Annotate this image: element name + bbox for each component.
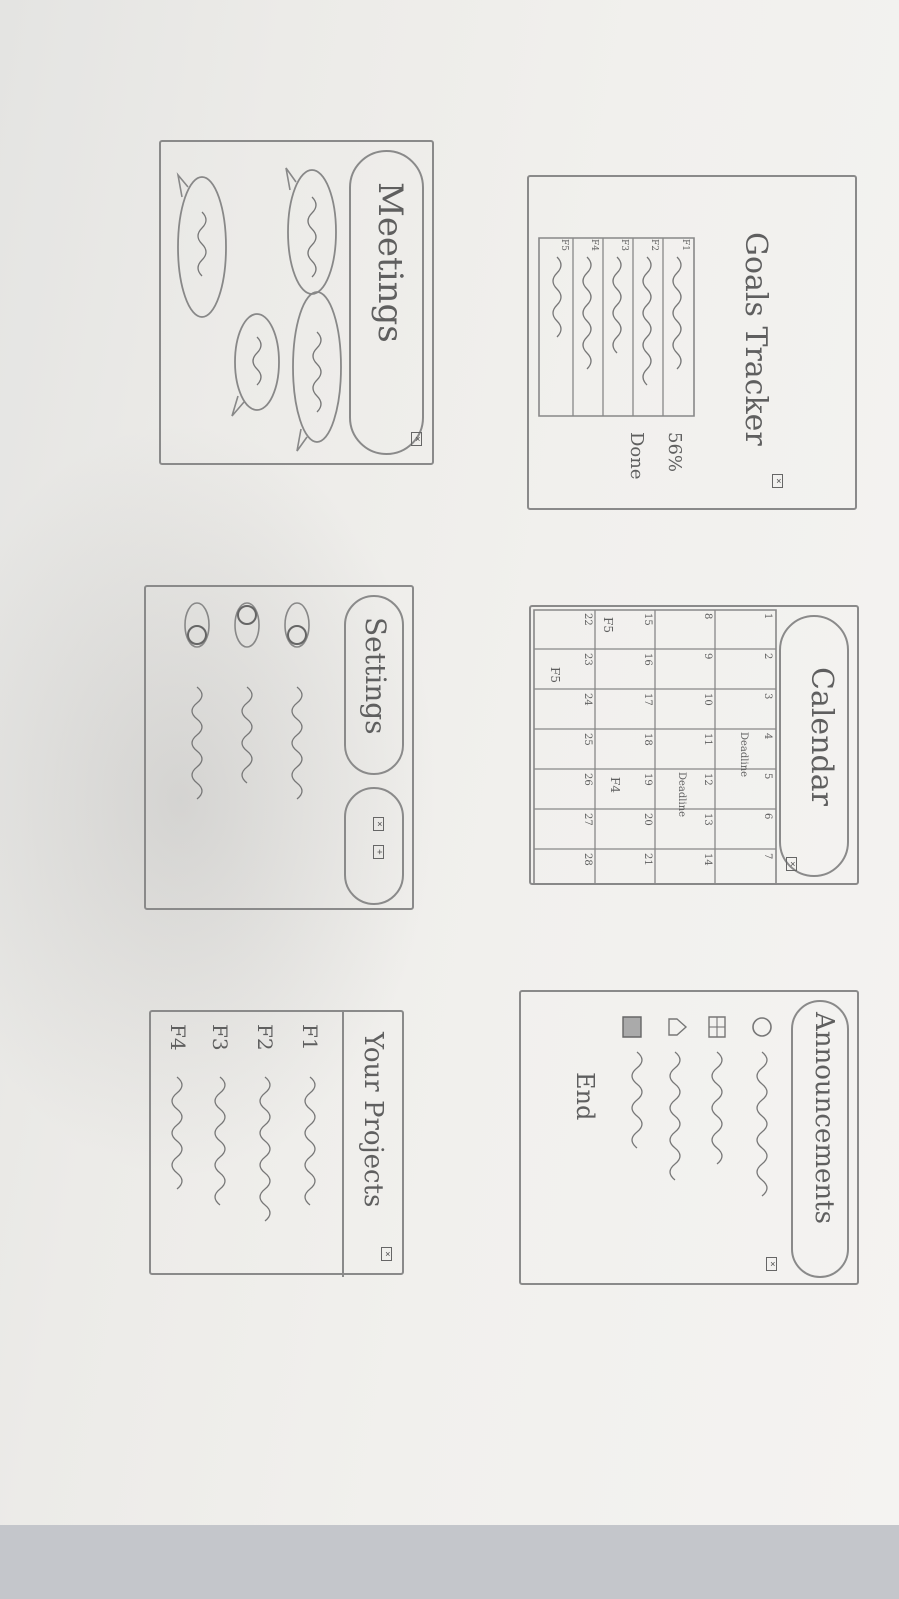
meetings-frame: × Meetings — [159, 140, 434, 465]
chat-bubbles — [162, 142, 352, 467]
desk-surface — [0, 1525, 899, 1599]
goal-row-label: F2 — [649, 239, 659, 251]
settings-title: Settings — [359, 617, 392, 735]
close-icon[interactable]: × — [381, 1247, 392, 1261]
goal-row-label: F4 — [589, 239, 599, 251]
announcements-title: Announcements — [809, 1012, 839, 1224]
goal-row-label: F1 — [680, 239, 690, 251]
calendar-day[interactable]: 5 — [762, 773, 773, 780]
close-icon[interactable]: × — [373, 817, 384, 831]
calendar-day[interactable]: 20 — [642, 813, 653, 826]
goals-tracker-title: Goals Tracker — [738, 232, 773, 446]
projects-title: Your Projects — [358, 1032, 388, 1208]
projects-divider — [342, 1012, 344, 1277]
calendar-f4: F4 — [608, 777, 622, 793]
calendar-day[interactable]: 3 — [762, 693, 773, 700]
calendar-day[interactable]: 10 — [702, 693, 713, 706]
calendar-day[interactable]: 23 — [582, 653, 593, 666]
project-item[interactable]: F2 — [253, 1024, 277, 1051]
calendar-day[interactable]: 13 — [702, 813, 713, 826]
announcements-frame: × Announcements End — [519, 990, 859, 1285]
calendar-day[interactable]: 27 — [582, 813, 593, 826]
calendar-f5: F5 — [601, 617, 615, 633]
project-item[interactable]: F4 — [166, 1024, 190, 1051]
goals-tracker-frame: × Goals Tracker 56% Done F1 F2 F3 F4 F5 — [527, 175, 857, 510]
close-icon[interactable]: × — [786, 857, 797, 871]
expand-icon[interactable]: + — [373, 845, 384, 859]
calendar-day[interactable]: 21 — [642, 853, 653, 866]
projects-frame: × Your Projects F1 F2 F3 F4 — [149, 1010, 404, 1277]
calendar-grid — [532, 609, 777, 885]
calendar-day[interactable]: 9 — [702, 653, 713, 660]
calendar-day[interactable]: 28 — [582, 853, 593, 866]
goal-row-label: F5 — [559, 239, 569, 251]
calendar-day[interactable]: 26 — [582, 773, 593, 786]
goal-row-label: F3 — [619, 239, 629, 251]
calendar-day[interactable]: 7 — [762, 853, 773, 860]
settings-frame: Settings × + — [144, 585, 414, 910]
goals-progress-value: 56% — [664, 432, 685, 473]
settings-toggles — [142, 587, 342, 912]
calendar-day[interactable]: 25 — [582, 733, 593, 746]
calendar-day[interactable]: 18 — [642, 733, 653, 746]
calendar-day[interactable]: 8 — [702, 613, 713, 620]
calendar-f5: F5 — [548, 667, 562, 683]
calendar-day[interactable]: 22 — [582, 613, 593, 626]
calendar-deadline: Deadline — [738, 732, 749, 778]
project-squiggles — [152, 1072, 332, 1272]
calendar-day[interactable]: 24 — [582, 693, 593, 706]
sketch-board: × Goals Tracker 56% Done F1 F2 F3 F4 F5 — [144, 140, 859, 1285]
calendar-day[interactable]: 2 — [762, 653, 773, 660]
meetings-title: Meetings — [370, 182, 410, 343]
paper-sheet: × Goals Tracker 56% Done F1 F2 F3 F4 F5 — [0, 0, 899, 1525]
calendar-day[interactable]: 19 — [642, 773, 653, 786]
calendar-title: Calendar — [804, 667, 839, 806]
calendar-day[interactable]: 1 — [762, 613, 773, 620]
close-icon[interactable]: × — [772, 474, 783, 488]
calendar-day[interactable]: 11 — [702, 733, 713, 746]
calendar-day[interactable]: 17 — [642, 693, 653, 706]
announcements-footer: End — [571, 1072, 599, 1121]
close-icon[interactable]: × — [411, 432, 422, 446]
project-item[interactable]: F1 — [298, 1024, 322, 1051]
project-item[interactable]: F3 — [208, 1024, 232, 1051]
calendar-day[interactable]: 15 — [642, 613, 653, 626]
calendar-day[interactable]: 4 — [762, 733, 773, 740]
calendar-frame: × Calendar 1 2 3 4 5 6 7 8 9 10 11 12 13 14 15 16 17 18 19… — [529, 605, 859, 885]
calendar-day[interactable]: 12 — [702, 773, 713, 786]
calendar-day[interactable]: 16 — [642, 653, 653, 666]
calendar-day[interactable]: 6 — [762, 813, 773, 820]
calendar-deadline: Deadline — [676, 772, 687, 818]
announcements-list — [527, 992, 772, 1287]
goals-list-table — [535, 237, 695, 417]
goals-progress-label: Done — [626, 432, 647, 480]
calendar-day[interactable]: 14 — [702, 853, 713, 866]
